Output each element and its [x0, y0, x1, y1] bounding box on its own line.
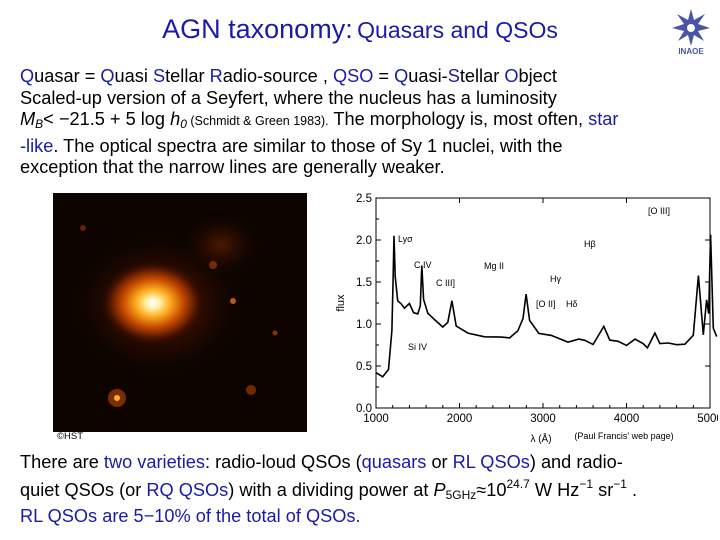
intro-line-4: -like. The optical spectra are similar t…: [20, 135, 563, 156]
slide-title: AGN taxonomy: Quasars and QSOs: [0, 14, 720, 45]
title-sub: Quasars and QSOs: [357, 17, 558, 43]
line-label: C III]: [436, 278, 455, 288]
x-tick-label: 1000: [363, 413, 389, 425]
spectrum-chart: 0.0 0.5 1.0 1.5 2.0 2.5 1000 2000 3000 4000 5000 [O…: [335, 193, 718, 445]
y-tick-label: 2.5: [356, 193, 372, 205]
bottom-paragraph: There are two varieties: radio-loud QSOs…: [20, 452, 710, 528]
inaoe-logo: INAOE: [672, 9, 710, 56]
spectrum-line: [375, 234, 718, 378]
intro-line-1: Quasar = Quasi Stellar Radio-source , QS…: [20, 66, 557, 86]
line-label: Lyσ: [398, 234, 413, 244]
y-tick-label: 1.0: [356, 319, 372, 331]
line-label: [O II]: [536, 299, 556, 309]
title-main: AGN taxonomy:: [162, 14, 353, 44]
citation: (Schmidt & Green 1983).: [186, 114, 329, 129]
line-label: Hδ: [566, 299, 578, 309]
y-tick-label: 0.5: [356, 361, 372, 373]
bottom-line-1: There are two varieties: radio-loud QSOs…: [20, 452, 623, 472]
x-tick-label: 4000: [614, 413, 640, 425]
x-axis-label: λ (Å): [530, 432, 551, 445]
line-label: Mg II: [484, 261, 504, 271]
intro-line-3: MB< −21.5 + 5 log h0 (Schmidt & Green 19…: [20, 109, 619, 132]
chart-source-note: (Paul Francis' web page): [574, 431, 673, 441]
y-tick-label: 0.0: [356, 403, 372, 415]
logo-label: INAOE: [678, 47, 704, 56]
line-label: Hβ: [584, 239, 596, 249]
plot-area: 0.0 0.5 1.0 1.5 2.0 2.5 1000 2000 3000 4000 5000 [O…: [356, 193, 718, 425]
x-tick-label: 2000: [447, 413, 473, 425]
x-tick-label: 5000: [697, 413, 718, 425]
y-tick-label: 2.0: [356, 235, 372, 247]
bottom-line-2: quiet QSOs (or RQ QSOs) with a dividing …: [20, 476, 638, 502]
bottom-line-3: RL QSOs are 5−10% of the total of QSOs.: [20, 506, 361, 527]
quasar-image: [53, 193, 307, 432]
intro-line-5: exception that the narrow lines are gene…: [20, 157, 445, 178]
line-label: C IV: [414, 260, 432, 270]
line-label: Si IV: [408, 342, 427, 352]
line-label: Hγ: [550, 274, 561, 284]
y-axis-label: flux: [335, 294, 347, 312]
y-tick-label: 1.5: [356, 277, 372, 289]
line-label: [O III]: [648, 206, 670, 216]
x-tick-label: 3000: [530, 413, 556, 425]
intro-line-2: Scaled-up version of a Seyfert, where th…: [20, 87, 557, 108]
intro-paragraph: Quasar = Quasi Stellar Radio-source , QS…: [20, 66, 710, 179]
photo-credit: ©HST: [57, 431, 83, 442]
